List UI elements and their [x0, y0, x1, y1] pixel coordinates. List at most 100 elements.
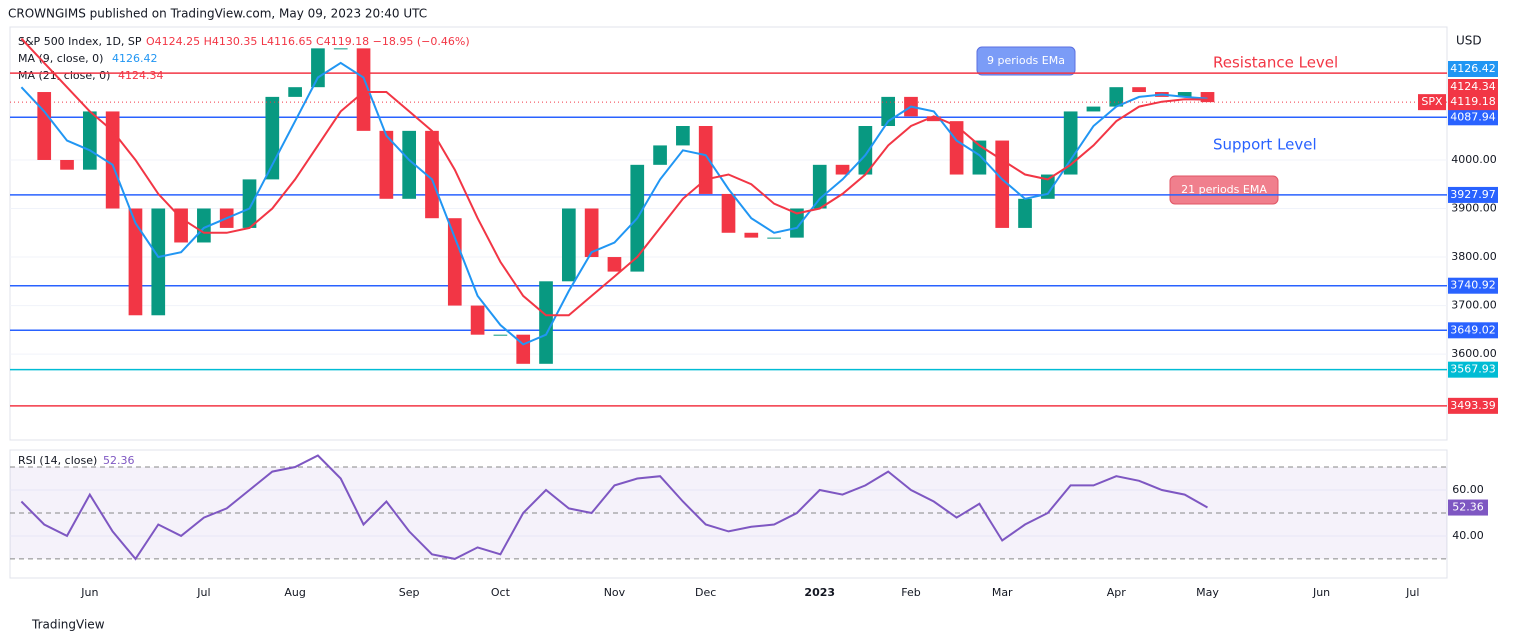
- x-tick-label: Feb: [901, 586, 920, 599]
- y-tick-label: 3700.00: [1451, 299, 1497, 312]
- candle: [539, 281, 553, 364]
- candle: [242, 179, 257, 228]
- publisher: CROWNGIMS published on TradingView.com, …: [8, 7, 427, 21]
- price-tag-label: 4119.18: [1450, 95, 1496, 108]
- level-label: 3740.92: [1450, 279, 1496, 292]
- candle: [1086, 106, 1101, 112]
- candle: [311, 48, 325, 88]
- candle: [1109, 87, 1124, 107]
- candle: [402, 130, 417, 199]
- level-tag: [1448, 186, 1498, 203]
- ma21-value: 4124.34: [118, 69, 164, 82]
- y-tick-label: 4000.00: [1451, 153, 1497, 166]
- x-tick-label: Aug: [284, 586, 305, 599]
- x-tick-label: Dec: [695, 586, 716, 599]
- level-label: 3567.93: [1450, 363, 1496, 376]
- candle: [60, 159, 74, 170]
- y-tick-label: 3600.00: [1451, 347, 1497, 360]
- rsi-legend: RSI (14, close): [18, 454, 97, 467]
- candle: [1132, 87, 1146, 93]
- ema21-box: [1169, 175, 1279, 205]
- rsi-line: [20, 454, 1208, 561]
- price-tag: [1448, 94, 1498, 111]
- ma-tag: [1448, 61, 1498, 77]
- candle: [379, 130, 394, 199]
- rsi-tag-label: 52.36: [1452, 501, 1484, 514]
- candle: [607, 257, 622, 272]
- x-tick-label: Jun: [80, 586, 98, 599]
- y-tick-label: 3900.00: [1451, 202, 1497, 215]
- candle: [174, 208, 188, 243]
- candle: [812, 164, 827, 209]
- rsi-band: [10, 467, 1447, 559]
- x-tick-label: Mar: [992, 586, 1013, 599]
- ohlc-line: O4124.25 H4130.35 L4116.65 C4119.18 −18.…: [146, 35, 470, 48]
- candle: [721, 193, 736, 233]
- candle: [333, 48, 348, 50]
- level-tag: [1448, 277, 1498, 294]
- support-note: Support Level: [1213, 136, 1317, 154]
- candle: [447, 218, 462, 306]
- level-tag: [1448, 397, 1498, 414]
- candle: [1063, 111, 1078, 175]
- candle: [288, 87, 302, 97]
- currency: USD: [1456, 34, 1482, 48]
- spx-tag: [1418, 94, 1446, 111]
- candle: [653, 145, 667, 165]
- ma21-legend: MA (21, close, 0): [18, 69, 110, 82]
- ma9-value: 4126.42: [112, 52, 158, 65]
- y-tick-label: 3800.00: [1451, 250, 1497, 263]
- rsi-tick-label: 40.00: [1452, 529, 1484, 542]
- x-tick-label: Jun: [1312, 586, 1330, 599]
- candle: [493, 334, 508, 336]
- ma-line: [20, 37, 1208, 317]
- ma-line: [20, 61, 1208, 346]
- candle: [561, 208, 576, 282]
- x-tick-label: Nov: [604, 586, 626, 599]
- symbol-line: S&P 500 Index, 1D, SP: [18, 35, 142, 48]
- candle: [790, 208, 804, 238]
- candle: [197, 208, 211, 243]
- candle: [82, 111, 97, 170]
- candle: [1040, 174, 1055, 199]
- rsi-tick-label: 60.00: [1452, 483, 1484, 496]
- brand: TradingView: [31, 618, 105, 632]
- candle: [425, 130, 439, 219]
- rsi-tag: [1448, 499, 1488, 516]
- x-tick-label: Jul: [196, 586, 210, 599]
- candle: [744, 232, 759, 238]
- candle: [698, 126, 713, 194]
- candle: [949, 121, 964, 175]
- candle: [356, 48, 371, 131]
- ma-tag-label: 4124.34: [1450, 80, 1496, 93]
- candle: [37, 92, 52, 160]
- rsi-pane: [9, 449, 1448, 579]
- ema21-note: 21 periods EMA: [1181, 183, 1267, 196]
- ma9-legend: MA (9, close, 0): [18, 52, 103, 65]
- candle: [767, 237, 781, 239]
- ma-tag: [1448, 79, 1498, 95]
- x-tick-label: Oct: [491, 586, 511, 599]
- x-tick-label: Apr: [1107, 586, 1127, 599]
- level-tag: [1448, 322, 1498, 339]
- candle: [858, 126, 873, 175]
- level-label: 3649.02: [1450, 323, 1496, 336]
- ma-tag-label: 4126.42: [1450, 62, 1496, 75]
- candle: [470, 305, 485, 335]
- spx-label: SPX: [1421, 95, 1443, 108]
- resistance-note: Resistance Level: [1213, 54, 1338, 72]
- candle: [835, 164, 850, 175]
- candle: [926, 116, 941, 122]
- candle: [1177, 92, 1192, 97]
- candle: [265, 96, 280, 180]
- x-tick-label: Sep: [399, 586, 420, 599]
- level-label: 3493.39: [1450, 399, 1496, 412]
- level-label: 3927.97: [1450, 188, 1496, 201]
- ema9-box: [976, 46, 1076, 76]
- x-tick-label: 2023: [804, 586, 835, 599]
- x-tick-label: Jul: [1405, 586, 1419, 599]
- x-tick-label: May: [1196, 586, 1219, 599]
- ema9-note: 9 periods EMa: [987, 54, 1065, 67]
- candle: [151, 208, 166, 316]
